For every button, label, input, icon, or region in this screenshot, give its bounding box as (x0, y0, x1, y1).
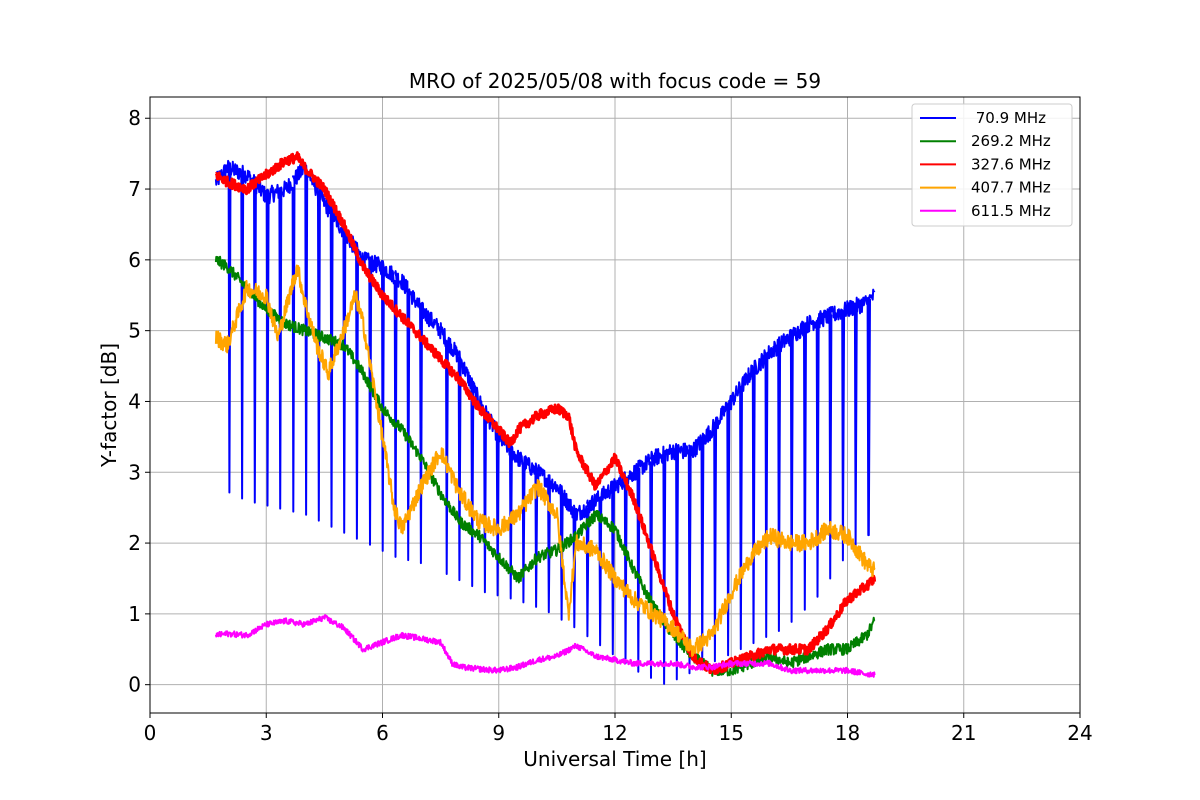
x-tick-label: 21 (951, 721, 976, 745)
y-tick-label: 1 (128, 602, 141, 626)
y-tick-label: 2 (128, 531, 141, 555)
legend-entry: 70.9 MHz (971, 109, 1046, 127)
x-tick-label: 9 (492, 721, 505, 745)
chart-title: MRO of 2025/05/08 with focus code = 59 (409, 69, 821, 93)
y-tick-label: 8 (128, 106, 141, 130)
legend: 70.9 MHz 269.2 MHz 327.6 MHz 407.7 MHz 611.5… (911, 103, 1073, 227)
y-tick-label: 0 (128, 673, 141, 697)
legend-entry: 407.7 MHz (971, 179, 1051, 197)
x-tick-label: 15 (719, 721, 744, 745)
plot-area (214, 151, 877, 685)
y-axis-label: Y-factor [dB] (97, 343, 121, 468)
series-line (214, 264, 876, 657)
series-line (214, 614, 876, 678)
legend-entry: 611.5 MHz (971, 202, 1051, 220)
x-axis: 0 3 6 9 12 15 18 21 24 (144, 713, 1093, 745)
x-tick-label: 3 (260, 721, 273, 745)
series-line (214, 255, 876, 677)
x-tick-label: 12 (602, 721, 627, 745)
x-tick-label: 18 (835, 721, 860, 745)
legend-box (911, 103, 1073, 227)
x-tick-label: 24 (1067, 721, 1092, 745)
y-tick-label: 5 (128, 319, 141, 343)
y-tick-label: 6 (128, 248, 141, 272)
x-tick-label: 0 (144, 721, 157, 745)
series-line (214, 151, 877, 675)
legend-entry: 327.6 MHz (971, 155, 1051, 173)
series-line (214, 159, 876, 685)
y-tick-label: 7 (128, 177, 141, 201)
y-tick-label: 4 (128, 389, 141, 413)
legend-entry: 269.2 MHz (971, 132, 1051, 150)
x-tick-label: 6 (376, 721, 389, 745)
y-tick-label: 3 (128, 460, 141, 484)
y-axis: 0 1 2 3 4 5 6 7 8 (128, 106, 150, 697)
x-axis-label: Universal Time [h] (523, 747, 706, 771)
